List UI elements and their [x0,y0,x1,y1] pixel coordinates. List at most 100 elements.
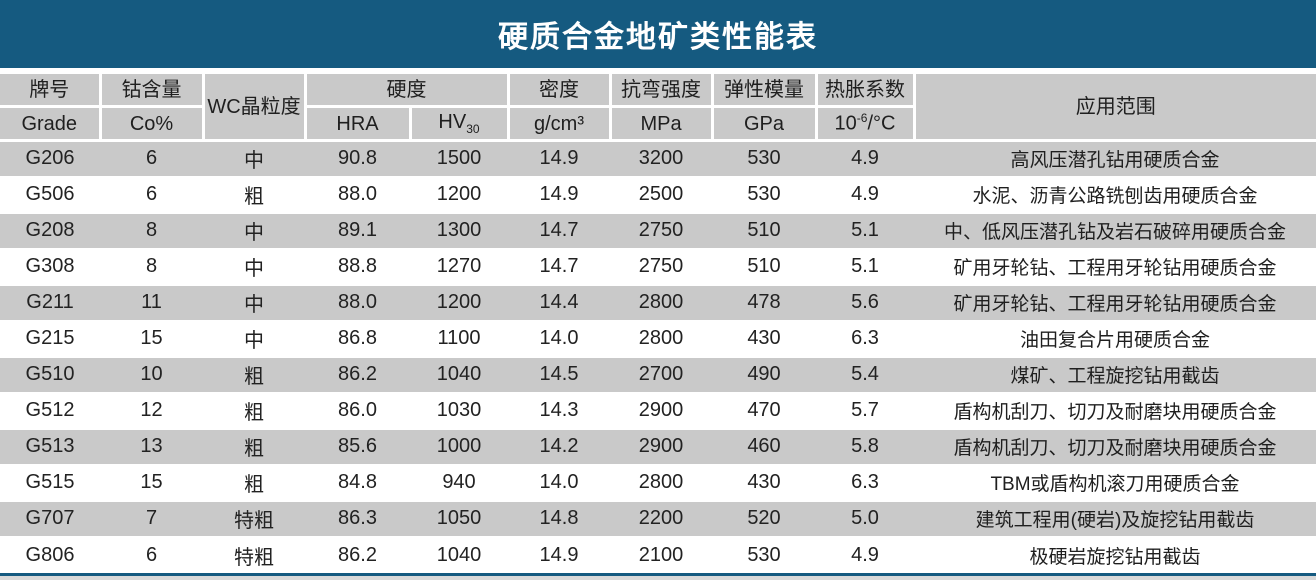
cell-thermal-expansion: 6.3 [816,463,914,501]
cell-density: 14.7 [508,247,610,285]
cell-thermal-expansion: 4.9 [816,535,914,573]
cell-hra: 86.0 [305,391,410,429]
cell-grade: G208 [0,211,100,249]
cell-elastic-modulus: 510 [712,211,816,249]
cell-hv30: 1000 [410,427,508,465]
cell-thermal-expansion: 5.4 [816,355,914,393]
cell-hv30: 1040 [410,355,508,393]
table-row: G707 7 特粗 86.3 1050 14.8 2200 520 5.0 建筑工程用(硬岩)及旋… [0,499,1316,537]
header-cobalt-zh: 钴含量 [98,71,205,108]
cell-cobalt-content: 15 [100,463,203,501]
cell-grade: G512 [0,391,100,429]
cell-hv30: 1500 [410,139,508,177]
cell-cobalt-content: 7 [100,499,203,537]
cte-base: 10 [834,112,857,135]
hv-subscript: 30 [466,121,480,136]
cell-application: 煤矿、工程旋挖钻用截齿 [914,355,1316,393]
cell-elastic-modulus: 460 [712,427,816,465]
cell-application: 水泥、沥青公路铣刨齿用硬质合金 [914,175,1316,213]
cell-cobalt-content: 6 [100,535,203,573]
bottom-strip [0,575,1316,580]
cell-elastic-modulus: 430 [712,463,816,501]
cell-hv30: 1200 [410,175,508,213]
cell-elastic-modulus: 510 [712,247,816,285]
cell-hra: 89.1 [305,211,410,249]
cell-wc-grain-size: 中 [203,319,305,357]
cell-application: 油田复合片用硬质合金 [914,319,1316,357]
cell-grade: G515 [0,463,100,501]
cell-bending-strength: 2900 [610,427,712,465]
cell-density: 14.5 [508,355,610,393]
header-grade-zh: 牌号 [0,71,102,108]
cell-hv30: 1050 [410,499,508,537]
cell-bending-strength: 3200 [610,139,712,177]
table-row: G515 15 粗 84.8 940 14.0 2800 430 6.3 TBM或盾构机滚刀用硬质… [0,463,1316,501]
cell-wc-grain-size: 中 [203,247,305,285]
header-row-zh: 牌号 钴含量 WC晶粒度 硬度 密度 抗弯强度 弹性模量 热胀系数 应用范围 [0,71,1316,142]
header-bending-strength-unit: MPa [608,105,714,142]
cell-hv30: 1100 [410,319,508,357]
cell-grade: G206 [0,139,100,177]
cell-hra: 84.8 [305,463,410,501]
cell-grade: G513 [0,427,100,465]
title-banner: 硬质合金地矿类性能表 [0,0,1316,68]
cell-hra: 88.0 [305,175,410,213]
cell-grade: G211 [0,283,100,321]
header-hardness: 硬度 [303,71,510,108]
cell-wc-grain-size: 特粗 [203,499,305,537]
table-row: G208 8 中 89.1 1300 14.7 2750 510 5.1 中、低风压潜孔钻及岩石破… [0,211,1316,249]
header-elastic-modulus-zh: 弹性模量 [710,71,818,108]
cell-elastic-modulus: 530 [712,175,816,213]
cell-bending-strength: 2750 [610,247,712,285]
cell-hv30: 1040 [410,535,508,573]
cell-application: TBM或盾构机滚刀用硬质合金 [914,463,1316,501]
header-elastic-modulus-unit: GPa [710,105,818,142]
cell-hv30: 1030 [410,391,508,429]
cell-application: 中、低风压潜孔钻及岩石破碎用硬质合金 [914,211,1316,249]
table-row: G513 13 粗 85.6 1000 14.2 2900 460 5.8 盾构机刮刀、切刀及耐磨… [0,427,1316,465]
cell-density: 14.0 [508,319,610,357]
header-bending-strength-zh: 抗弯强度 [608,71,714,108]
cell-cobalt-content: 6 [100,175,203,213]
cell-wc-grain-size: 粗 [203,175,305,213]
cell-wc-grain-size: 中 [203,211,305,249]
cell-wc-grain-size: 粗 [203,355,305,393]
cell-hra: 90.8 [305,139,410,177]
cell-wc-grain-size: 中 [203,283,305,321]
header-thermal-expansion-zh: 热胀系数 [814,71,916,108]
cell-cobalt-content: 6 [100,139,203,177]
cell-hra: 86.8 [305,319,410,357]
table-row: G211 11 中 88.0 1200 14.4 2800 478 5.6 矿用牙轮钻、工程用牙轮… [0,283,1316,321]
table-row: G215 15 中 86.8 1100 14.0 2800 430 6.3 油田复合片用硬质合金 [0,319,1316,357]
cell-application: 矿用牙轮钻、工程用牙轮钻用硬质合金 [914,283,1316,321]
cell-application: 盾构机刮刀、切刀及耐磨块用硬质合金 [914,391,1316,429]
cell-thermal-expansion: 4.9 [816,175,914,213]
cell-bending-strength: 2700 [610,355,712,393]
cell-thermal-expansion: 4.9 [816,139,914,177]
cell-elastic-modulus: 530 [712,535,816,573]
cell-wc-grain-size: 粗 [203,463,305,501]
cell-elastic-modulus: 470 [712,391,816,429]
table-row: G510 10 粗 86.2 1040 14.5 2700 490 5.4 煤矿、工程旋挖钻用截齿 [0,355,1316,393]
cell-bending-strength: 2900 [610,391,712,429]
cell-hra: 86.2 [305,535,410,573]
cell-thermal-expansion: 5.6 [816,283,914,321]
cell-elastic-modulus: 490 [712,355,816,393]
cell-wc-grain-size: 特粗 [203,535,305,573]
cell-grade: G806 [0,535,100,573]
cte-unit-rest: /°C [867,112,896,135]
cell-density: 14.3 [508,391,610,429]
cell-hra: 85.6 [305,427,410,465]
cell-elastic-modulus: 478 [712,283,816,321]
header-row-units: Grade Co% HRA HV30 g/cm³ MPa GPa 10-6/°C [0,105,1316,142]
cell-thermal-expansion: 6.3 [816,319,914,357]
table-body: G206 6 中 90.8 1500 14.9 3200 530 4.9 高风压潜孔钻用硬质合金 G… [0,139,1316,573]
cell-application: 矿用牙轮钻、工程用牙轮钻用硬质合金 [914,247,1316,285]
cell-hra: 86.3 [305,499,410,537]
table-header: 牌号 钴含量 WC晶粒度 硬度 密度 抗弯强度 弹性模量 热胀系数 应用范围 G… [0,71,1316,142]
cell-hv30: 1200 [410,283,508,321]
cell-application: 极硬岩旋挖钻用截齿 [914,535,1316,573]
cell-hra: 88.0 [305,283,410,321]
cell-density: 14.9 [508,139,610,177]
cell-wc-grain-size: 粗 [203,427,305,465]
